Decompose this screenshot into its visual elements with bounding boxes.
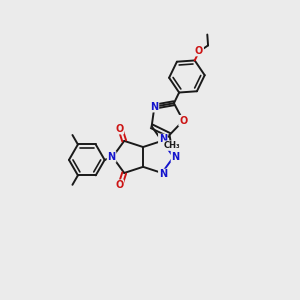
Text: O: O <box>115 180 123 190</box>
Text: N: N <box>159 169 167 179</box>
Text: CH₃: CH₃ <box>164 141 180 150</box>
Text: N: N <box>107 152 116 162</box>
Text: N: N <box>150 102 158 112</box>
Text: N: N <box>159 134 167 144</box>
Text: O: O <box>115 124 123 134</box>
Text: N: N <box>172 152 180 162</box>
Text: O: O <box>195 46 203 56</box>
Text: O: O <box>179 116 188 126</box>
